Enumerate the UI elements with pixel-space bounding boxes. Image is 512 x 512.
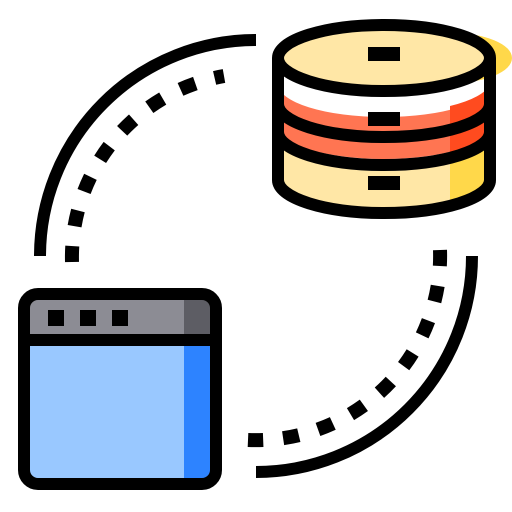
sync-arc-icon [34, 34, 478, 478]
sync-arc-lower-dashed [247, 249, 448, 448]
database-slot-middle [368, 112, 400, 126]
database-slot-bottom [368, 176, 400, 190]
window-body-shade [184, 336, 210, 478]
browser-window-icon [18, 288, 222, 490]
database-body-outline [272, 58, 496, 219]
window-dot-1 [48, 310, 64, 326]
window-dot-2 [80, 310, 96, 326]
sync-arc-lower-solid [255, 255, 478, 478]
database-slot-top [368, 47, 400, 61]
database-icon [272, 19, 512, 219]
window-titlebar-shade [184, 296, 214, 338]
sync-arc-upper-dashed [64, 69, 226, 263]
window-dot-3 [112, 310, 128, 326]
database-divider-1 [272, 103, 496, 143]
sync-arc-upper-solid [34, 34, 257, 257]
database-bottom-section [278, 138, 490, 213]
window-outline [18, 288, 222, 490]
database-top-shade [452, 33, 512, 83]
database-divider-2 [272, 131, 496, 171]
